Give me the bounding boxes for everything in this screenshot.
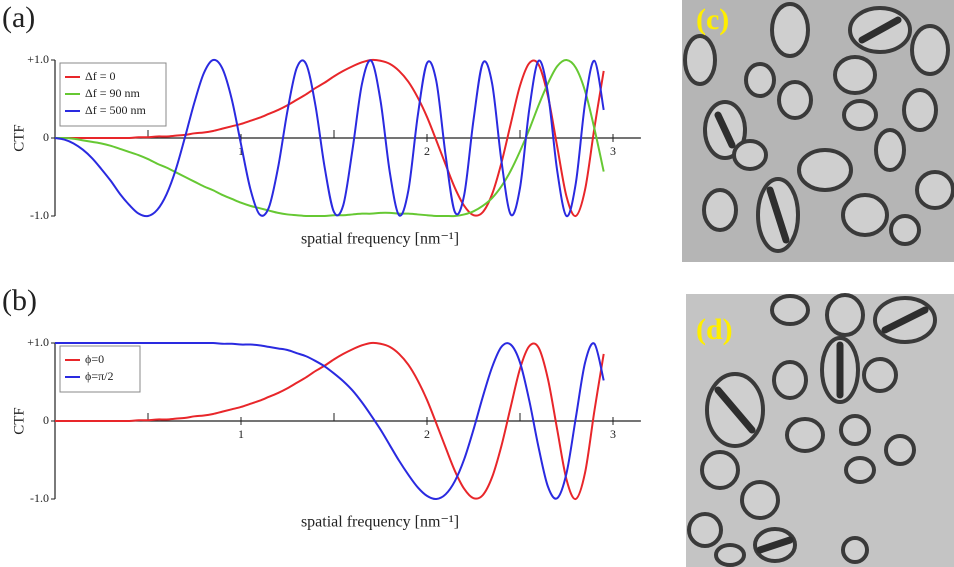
figure: (c) (d) (a) CTF spatial frequency [nm⁻¹] +1… bbox=[0, 0, 954, 567]
y-axis-label: CTF bbox=[11, 407, 27, 435]
vesicle bbox=[841, 416, 869, 444]
x-tick-label: 3 bbox=[610, 427, 616, 441]
y-tick-label: +1.0 bbox=[27, 335, 49, 349]
vesicle bbox=[886, 436, 914, 464]
vesicle bbox=[846, 458, 874, 482]
vesicle bbox=[746, 64, 774, 96]
vesicle bbox=[912, 26, 948, 74]
vesicle bbox=[891, 216, 919, 244]
vesicle bbox=[843, 195, 887, 235]
vesicle bbox=[835, 57, 875, 93]
x-axis-label: spatial frequency [nm⁻¹] bbox=[301, 514, 459, 531]
y-tick-label: -1.0 bbox=[30, 491, 49, 505]
y-tick-label: +1.0 bbox=[27, 52, 49, 66]
vesicle bbox=[734, 141, 766, 169]
y-tick-label: 0 bbox=[43, 130, 49, 144]
legend-label: ϕ=0 bbox=[85, 352, 104, 366]
vesicle bbox=[827, 295, 863, 335]
vesicle bbox=[772, 296, 808, 324]
y-axis-label: CTF bbox=[11, 124, 27, 152]
vesicle bbox=[685, 36, 715, 84]
y-tick-label: 0 bbox=[43, 413, 49, 427]
vesicle bbox=[799, 150, 851, 190]
vesicle bbox=[704, 190, 736, 230]
x-tick-label: 1 bbox=[238, 427, 244, 441]
legend-label: ϕ=π/2 bbox=[85, 369, 113, 383]
x-axis-label: spatial frequency [nm⁻¹] bbox=[301, 231, 459, 248]
vesicle bbox=[716, 545, 744, 565]
legend-label: Δf = 90 nm bbox=[85, 86, 140, 100]
vesicle bbox=[689, 514, 721, 546]
image-label: (c) bbox=[696, 3, 729, 36]
legend-label: Δf = 500 nm bbox=[85, 103, 146, 117]
y-tick-label: -1.0 bbox=[30, 208, 49, 222]
vesicle bbox=[904, 90, 936, 130]
vesicle bbox=[779, 82, 811, 118]
vesicle bbox=[787, 419, 823, 451]
vesicle bbox=[844, 101, 876, 129]
vesicle bbox=[702, 452, 738, 488]
legend-label: Δf = 0 bbox=[85, 69, 115, 83]
vesicle bbox=[772, 4, 808, 56]
micrograph-c bbox=[682, 0, 954, 262]
vesicle bbox=[864, 359, 896, 391]
x-tick-label: 2 bbox=[424, 427, 430, 441]
vesicle bbox=[742, 482, 778, 518]
vesicle bbox=[876, 130, 904, 170]
image-label: (d) bbox=[696, 313, 733, 346]
panel-label: (a) bbox=[2, 1, 35, 34]
vesicle bbox=[917, 172, 953, 208]
x-tick-label: 2 bbox=[424, 144, 430, 158]
vesicle bbox=[774, 362, 806, 398]
chart: (b) CTF spatial frequency [nm⁻¹] +1.0 0 -1.0 1… bbox=[2, 284, 641, 531]
x-tick-label: 3 bbox=[610, 144, 616, 158]
vesicle bbox=[843, 538, 867, 562]
panel-label: (b) bbox=[2, 284, 37, 317]
